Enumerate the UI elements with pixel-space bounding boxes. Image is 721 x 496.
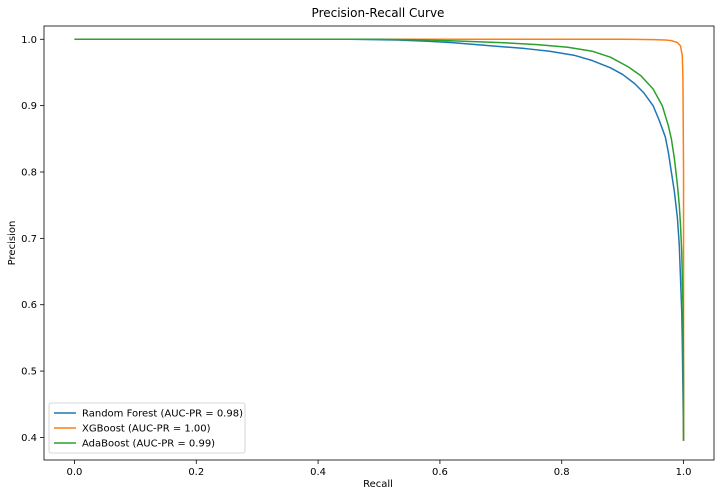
series-line-2	[74, 38, 685, 441]
plot-frame	[43, 25, 715, 461]
series-line-0	[74, 38, 685, 441]
y-tick-label: 0.7	[21, 234, 37, 245]
y-tick-label: 0.6	[21, 300, 37, 311]
legend-label-1: XGBoost (AUC-PR = 1.00)	[82, 424, 211, 435]
y-tick-label: 0.5	[21, 367, 37, 378]
y-tick-label: 0.8	[21, 167, 37, 178]
legend-label-2: AdaBoost (AUC-PR = 0.99)	[82, 439, 215, 450]
x-tick-label: 0.0	[67, 467, 83, 478]
x-tick-label: 0.2	[188, 467, 204, 478]
x-axis: 0.0 0.2 0.4 0.6 0.8 1.0	[67, 460, 692, 478]
chart-title: Precision-Recall Curve	[312, 6, 445, 20]
y-tick-label: 1.0	[21, 35, 37, 46]
y-tick-label: 0.4	[21, 433, 37, 444]
x-tick-label: 0.8	[554, 467, 570, 478]
x-axis-label: Recall	[363, 479, 393, 490]
series-line-1	[74, 38, 685, 441]
x-tick-label: 0.6	[432, 467, 448, 478]
legend-label-0: Random Forest (AUC-PR = 0.98)	[82, 409, 243, 420]
x-tick-label: 0.4	[310, 467, 326, 478]
y-tick-label: 0.9	[21, 101, 37, 112]
legend-box	[48, 402, 246, 454]
legend: Random Forest (AUC-PR = 0.98) XGBoost (AU…	[48, 402, 246, 454]
y-axis-label: Precision	[7, 221, 18, 266]
y-axis: 0.4 0.5 0.6 0.7 0.8 0.9 1.0	[21, 35, 44, 444]
series-layer	[74, 38, 685, 441]
x-tick-label: 1.0	[676, 467, 692, 478]
